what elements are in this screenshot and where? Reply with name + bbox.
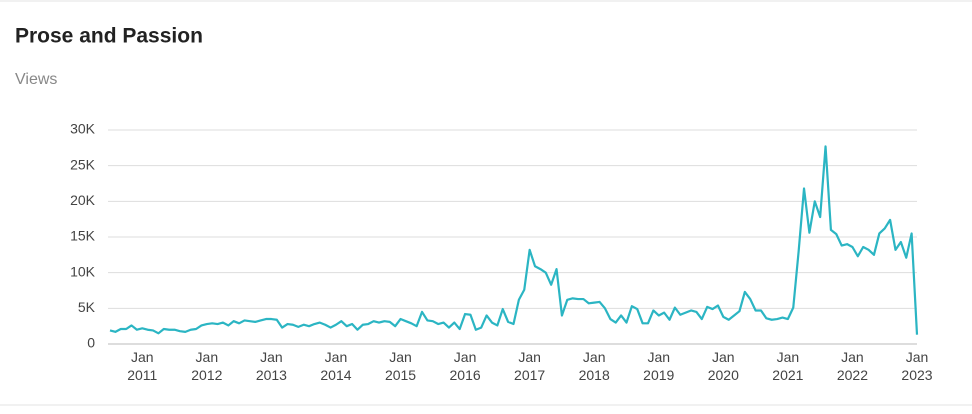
x-tick-label: Jan 2017 bbox=[514, 349, 545, 383]
line-series bbox=[109, 145, 919, 335]
x-tick-label: Jan 2011 bbox=[127, 349, 157, 383]
y-tick-label: 25K bbox=[70, 156, 96, 172]
x-tick-label: Jan 2015 bbox=[385, 349, 416, 383]
chart-subtitle: Views bbox=[15, 71, 57, 88]
x-tick-label: Jan 2021 bbox=[772, 349, 803, 383]
x-tick-label: Jan 2018 bbox=[579, 349, 610, 383]
y-tick-label: 15K bbox=[70, 228, 96, 244]
x-tick-label: Jan 2023 bbox=[901, 349, 932, 383]
y-tick-label: 20K bbox=[70, 192, 96, 208]
x-tick-label: Jan 2014 bbox=[320, 349, 351, 383]
x-tick-label: Jan 2012 bbox=[191, 349, 222, 383]
x-tick-label: Jan 2020 bbox=[708, 349, 739, 383]
chart-title: Prose and Passion bbox=[15, 25, 203, 48]
x-tick-label: Jan 2019 bbox=[643, 349, 674, 383]
y-tick-label: 10K bbox=[70, 263, 96, 279]
y-tick-label: 0 bbox=[87, 335, 95, 351]
x-tick-label: Jan 2022 bbox=[837, 349, 868, 383]
x-tick-label: Jan 2016 bbox=[450, 349, 481, 383]
x-tick-label: Jan 2013 bbox=[256, 349, 287, 383]
y-tick-label: 5K bbox=[78, 299, 96, 315]
y-tick-label: 30K bbox=[70, 121, 96, 137]
